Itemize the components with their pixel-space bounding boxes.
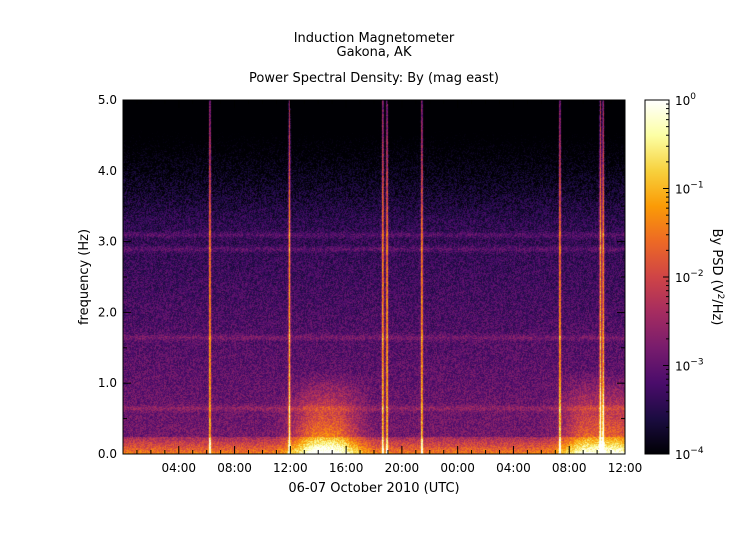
x-tick-label: 08:00 — [217, 461, 252, 475]
colorbar-tick-label: 10−4 — [675, 446, 704, 462]
y-axis: 0.0 1.0 2.0 3.0 4.0 5.0 — [98, 93, 625, 461]
colorbar-tick-label: 10−1 — [675, 181, 704, 197]
x-tick-label: 00:00 — [440, 461, 475, 475]
colorbar-tick-label: 10−2 — [675, 269, 704, 285]
x-tick-label: 12:00 — [608, 461, 643, 475]
x-axis-label: 06-07 October 2010 (UTC) — [288, 481, 459, 496]
x-tick-label: 04:00 — [496, 461, 531, 475]
spectrogram-area — [123, 100, 625, 454]
chart-title: Induction Magnetometer — [294, 31, 455, 46]
x-tick-label: 12:00 — [273, 461, 308, 475]
y-tick-label: 1.0 — [98, 376, 117, 390]
y-tick-label: 5.0 — [98, 93, 117, 107]
colorbar-tick-label: 100 — [675, 92, 696, 108]
x-axis: 04:00 08:00 12:00 16:00 20:00 00:00 04:00 08:00… — [136, 100, 643, 475]
spectrogram-canvas — [123, 100, 625, 454]
y-tick-label: 3.0 — [98, 235, 117, 249]
chart-subtitle: Gakona, AK — [337, 45, 412, 60]
colorbar-tick-label: 10−3 — [675, 358, 704, 374]
x-tick-label: 08:00 — [552, 461, 587, 475]
plot-title: Power Spectral Density: By (mag east) — [249, 71, 499, 86]
y-tick-label: 4.0 — [98, 164, 117, 178]
x-tick-label: 20:00 — [385, 461, 420, 475]
x-tick-label: 16:00 — [329, 461, 364, 475]
colorbar-label: By PSD (V2/Hz) — [709, 229, 725, 326]
y-tick-label: 2.0 — [98, 305, 117, 319]
y-axis-label: frequency (Hz) — [77, 229, 92, 325]
x-tick-label: 04:00 — [161, 461, 196, 475]
y-tick-label: 0.0 — [98, 447, 117, 461]
colorbar-ticks: 100 10−1 10−2 10−3 10−4 — [663, 92, 704, 462]
